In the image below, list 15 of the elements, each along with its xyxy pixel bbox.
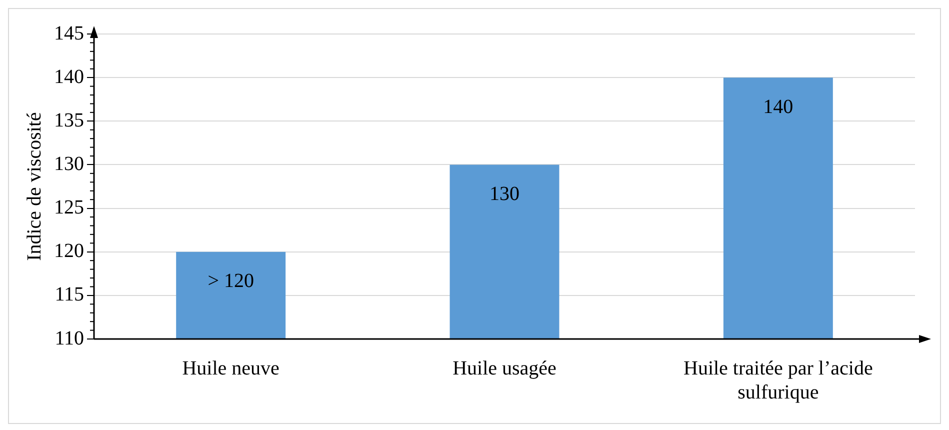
y-tick-label: 120	[54, 240, 84, 262]
data-label: 140	[763, 96, 794, 118]
y-tick-label: 145	[54, 22, 84, 44]
x-tick-label: Huile neuve	[182, 357, 280, 380]
y-tick-label: 130	[54, 152, 84, 175]
y-tick-label: 135	[54, 109, 84, 132]
x-tick-label: Huile usagée	[452, 357, 557, 380]
y-tick-label: 115	[54, 284, 84, 306]
x-tick-label: Huile traitée par l’acide sulfurique	[683, 357, 873, 404]
y-tick-label: 125	[54, 196, 84, 219]
y-tick-label: 110	[54, 327, 84, 350]
y-axis-title: Indice de viscosité	[23, 112, 46, 261]
y-tick-label: 140	[54, 66, 84, 88]
data-label: 130	[490, 182, 520, 205]
data-label: > 120	[208, 270, 254, 292]
